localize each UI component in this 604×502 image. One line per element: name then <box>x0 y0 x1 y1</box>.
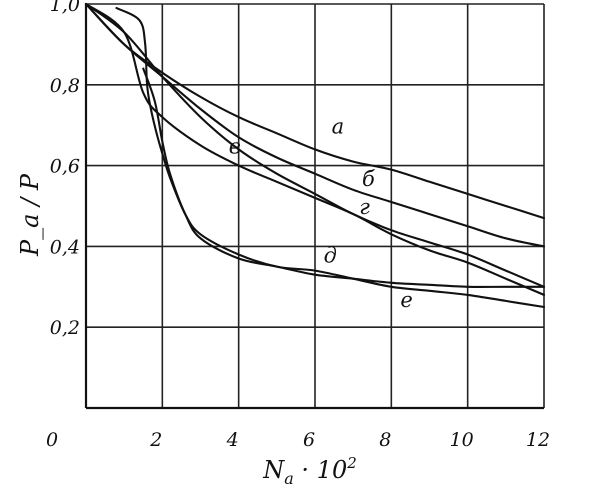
curve-label: а <box>332 114 345 138</box>
x-tick-label: 6 <box>303 429 315 451</box>
x-tick-label: 0 <box>46 429 58 451</box>
curve-label: в <box>229 134 241 158</box>
grid <box>86 3 545 408</box>
x-axis-title-sub: a <box>284 469 294 488</box>
curve-label: д <box>324 244 337 268</box>
tick-labels: 0 2 4 6 8 10 12 0,2 0,4 0,6 0,8 1,0 <box>46 0 550 451</box>
y-axis-title: P_a / P <box>16 173 44 257</box>
curve-label: б <box>362 167 375 191</box>
y-tick-label: 1,0 <box>50 0 80 16</box>
curve-label: е <box>400 288 412 312</box>
x-tick-label: 2 <box>149 429 162 451</box>
y-tick-label: 0,8 <box>50 75 80 97</box>
x-tick-label: 12 <box>526 429 550 451</box>
x-tick-label: 8 <box>379 429 391 451</box>
x-axis-title-sup: 2 <box>346 454 357 472</box>
series-line-5 <box>142 67 546 288</box>
series-line-6 <box>115 6 546 309</box>
y-tick-label: 0,2 <box>50 317 80 339</box>
series-line-4 <box>84 2 546 296</box>
x-tick-label: 4 <box>226 429 239 451</box>
curve-labels: а б в г д е <box>229 114 413 312</box>
series-group <box>84 2 546 309</box>
series-line-3 <box>84 2 546 288</box>
y-tick-label: 0,4 <box>50 236 80 258</box>
curve-label: г <box>359 195 370 219</box>
x-axis-title-main: N <box>262 456 285 484</box>
x-axis-title-rest: · 10 <box>294 456 347 484</box>
axes <box>84 4 544 410</box>
x-axis-title: Na · 102 <box>262 454 357 488</box>
x-tick-label: 10 <box>450 429 474 451</box>
series-line-1 <box>84 2 546 220</box>
y-tick-label: 0,6 <box>50 156 80 178</box>
